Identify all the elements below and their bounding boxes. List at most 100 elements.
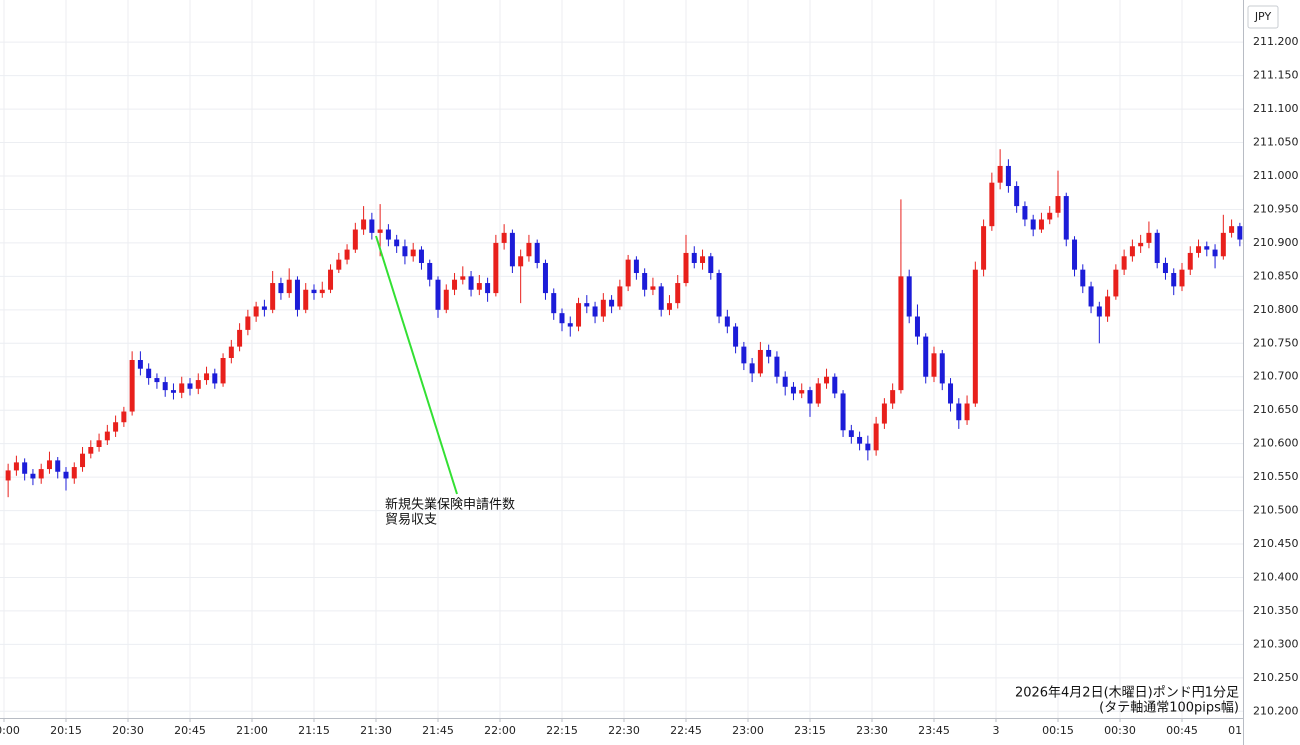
candle-body <box>799 390 805 394</box>
candle-body <box>204 373 210 381</box>
candle-body <box>1162 262 1168 274</box>
candle-body <box>170 390 176 393</box>
y-tick-label: 210.850 <box>1253 269 1299 282</box>
x-tick-label: 22:45 <box>670 724 702 737</box>
candle-body <box>708 256 714 274</box>
candle-body <box>774 356 780 377</box>
x-tick-label: 21:15 <box>298 724 330 737</box>
y-tick-label: 210.400 <box>1253 570 1299 583</box>
candle-body <box>1171 273 1177 287</box>
candle-body <box>1080 269 1086 287</box>
candle-body <box>724 316 730 327</box>
candle-body <box>576 303 582 327</box>
candle-body <box>898 276 904 391</box>
candle-body <box>278 283 284 294</box>
candle-body <box>179 383 185 393</box>
candle-body <box>741 346 747 364</box>
x-tick-label: 23:15 <box>794 724 826 737</box>
candle-body <box>228 346 234 358</box>
currency-box <box>1247 5 1279 29</box>
y-tick-label: 210.800 <box>1253 303 1299 316</box>
y-tick-label: 210.300 <box>1253 637 1299 650</box>
candle-body <box>369 219 375 233</box>
grid <box>0 0 1245 718</box>
candle-body <box>1014 186 1020 207</box>
candle-body <box>948 383 954 404</box>
candle-body <box>857 436 863 444</box>
candle-body <box>1154 232 1160 263</box>
candle-body <box>38 469 44 479</box>
candle-body <box>1072 239 1078 270</box>
candle-body <box>584 303 590 307</box>
candle-body <box>1129 246 1135 257</box>
candle-body <box>344 249 350 260</box>
candle-body <box>931 353 937 377</box>
candle-body <box>542 262 548 294</box>
candle-body <box>5 470 11 481</box>
y-tick-label: 210.550 <box>1253 470 1299 483</box>
candle-body <box>88 446 94 454</box>
candle-body <box>113 422 119 432</box>
candle-body <box>361 219 367 230</box>
x-tick-label: 00:30 <box>1104 724 1136 737</box>
candle-body <box>666 303 672 310</box>
x-tick-label: 00:15 <box>1042 724 1074 737</box>
candle-body <box>328 269 334 290</box>
y-tick-label: 210.250 <box>1253 671 1299 684</box>
candle-body <box>923 336 929 377</box>
candle-body <box>212 373 218 384</box>
candle-body <box>1022 206 1028 220</box>
candle-body <box>700 256 706 263</box>
candle-body <box>1196 246 1202 253</box>
x-tick-label: 22:30 <box>608 724 640 737</box>
candle-body <box>294 279 300 310</box>
candle-body <box>567 323 573 327</box>
y-tick-label: 211.200 <box>1253 35 1299 48</box>
candle-body <box>137 360 143 369</box>
candle-body <box>146 368 152 379</box>
candle-body <box>1055 196 1061 213</box>
candles <box>5 149 1243 498</box>
candle-body <box>600 299 606 317</box>
x-tick-label: 21:30 <box>360 724 392 737</box>
candle-body <box>848 430 854 437</box>
candle-body <box>80 453 86 468</box>
candle-body <box>625 259 631 287</box>
annotation-arrow <box>375 235 458 495</box>
candle-body <box>22 462 28 474</box>
candle-body <box>311 289 317 294</box>
candle-body <box>939 353 945 384</box>
candle-body <box>1113 269 1119 297</box>
annotation-text: 新規失業保険申請件数 <box>385 497 515 513</box>
x-tick-label: 20:45 <box>174 724 206 737</box>
x-axis: 20:00 20:15 20:30 20:45 21:00 21:15 21:30 21:45… <box>0 718 1260 737</box>
candle-body <box>906 276 912 317</box>
candle-body <box>1088 286 1094 307</box>
x-tick-label: 21:45 <box>422 724 454 737</box>
candle-body <box>443 289 449 310</box>
y-tick-label: 210.950 <box>1253 202 1299 215</box>
candle-body <box>642 273 648 290</box>
candle-body <box>559 313 565 324</box>
candle-body <box>832 376 838 394</box>
candle-body <box>286 279 292 294</box>
y-axis-label: JPY <box>1254 10 1272 23</box>
candle-body <box>1038 219 1044 230</box>
candle-body <box>509 232 515 267</box>
candle-body <box>129 360 135 412</box>
candle-body <box>683 252 689 284</box>
chart-subtitle: (タテ軸通常100pips幅) <box>1099 701 1239 716</box>
candle-body <box>418 249 424 263</box>
x-tick-label: 23:30 <box>856 724 888 737</box>
x-tick-label: 20:15 <box>50 724 82 737</box>
x-tick-label: 3 <box>992 724 999 737</box>
candle-body <box>972 269 978 404</box>
candle-body <box>633 259 639 274</box>
candle-body <box>865 443 871 451</box>
candle-body <box>1179 269 1185 287</box>
candle-body <box>270 283 276 310</box>
candle-body <box>394 239 400 247</box>
y-tick-label: 211.100 <box>1253 102 1299 115</box>
candle-body <box>435 279 441 310</box>
candle-body <box>1229 226 1235 233</box>
